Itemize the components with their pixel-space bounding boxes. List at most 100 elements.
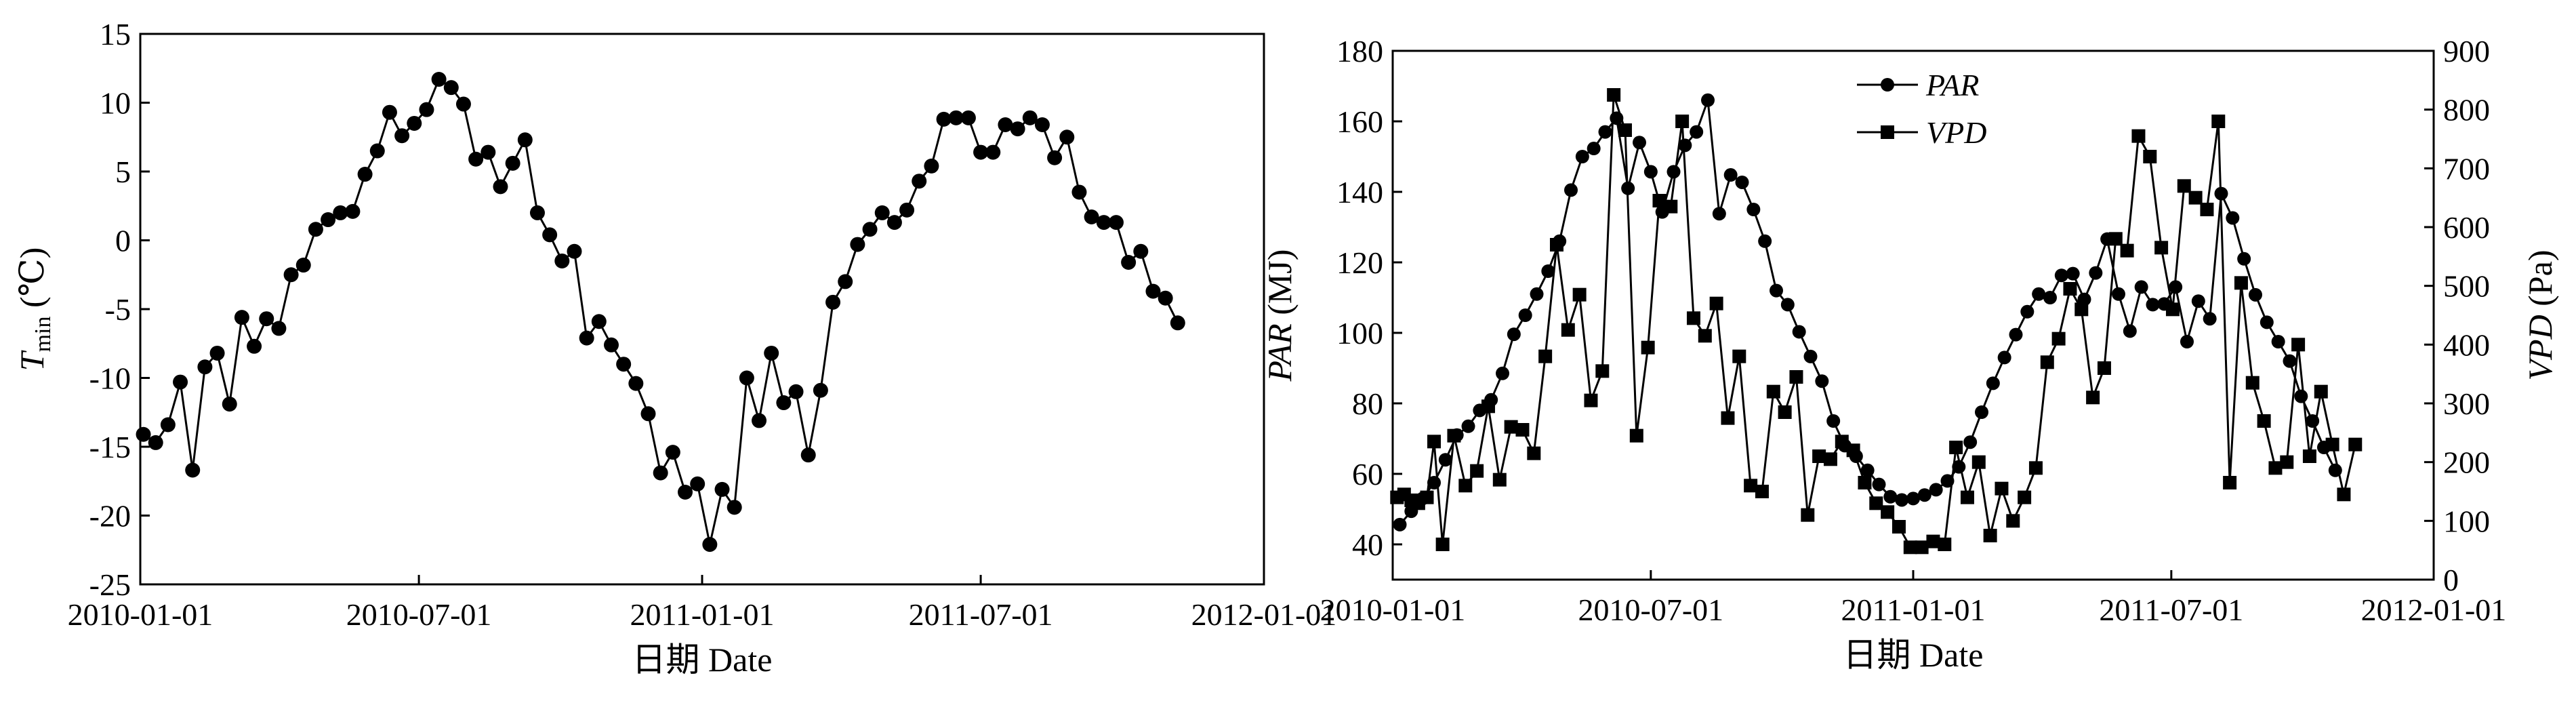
series-vpd-point-29 [1698,329,1712,343]
y-right-tick-label-1-3: 300 [2443,386,2490,421]
tmin-series-0-point-37 [591,314,607,329]
y-left-tick-label-1-0: 40 [1352,527,1383,562]
series-vpd-point-45 [1881,505,1895,519]
tmin-series-0-point-59 [862,222,878,237]
tmin-series-0-point-46 [702,537,718,553]
tmin-series-0-point-18 [357,167,373,182]
series-vpd-point-67 [2131,129,2146,143]
series-vpd-point-4 [1420,490,1434,504]
series-par-point-47 [1929,483,1943,497]
tmin-series-0-point-67 [960,110,976,125]
tmin-series-0-point-81 [1133,243,1149,259]
tmin-series-0-point-62 [899,202,915,218]
series-par-point-58 [2054,268,2068,283]
y-left-tick-label-1-7: 180 [1336,34,1383,68]
y-axis-title-subscript: min [30,317,56,353]
y-right-tick-label-1-5: 500 [2443,269,2490,304]
series-vpd-point-63 [2086,390,2100,405]
y-right-tick-label-1-8: 800 [2443,93,2490,127]
tmin-series-0-point-21 [394,128,410,144]
tmin-series-0-point-66 [948,110,964,125]
series-par-point-25 [1678,138,1692,153]
series-par-point-29 [1723,168,1738,182]
series-vpd-point-65 [2108,232,2123,246]
tmin-series-0-point-74 [1047,150,1063,165]
series-par-point-65 [2134,280,2148,294]
tmin-series-0-point-55 [813,382,828,398]
x-tick-label-1-0: 2010-01-01 [1320,592,1466,627]
tmin-series-0-point-14 [308,222,323,237]
tmin-series-0-point-17 [345,203,361,219]
tmin-series-0-point-39 [616,357,632,372]
y-axis-title-vpd: VPD (Pa) [2521,249,2559,380]
tmin-series-0-point-82 [1145,283,1161,299]
tmin-series-0-point-68 [973,144,989,160]
tmin-series-0-point-63 [912,174,927,189]
tmin-series-0-point-28 [481,144,496,160]
tmin-series-0-point-23 [419,102,434,117]
series-par-point-75 [2248,287,2262,302]
series-vpd-point-27 [1675,115,1690,128]
series-par-point-79 [2294,389,2308,403]
tmin-series-0-point-26 [455,96,471,112]
tmin-series-0-point-44 [678,484,693,500]
y-tick-label-0-0: -25 [89,567,131,602]
y-axis-title-vpd-unit: (Pa) [2521,249,2559,315]
tmin-series-0-point-15 [321,212,336,228]
series-par-point-50 [1963,435,1978,449]
x-tick-label-1-2: 2011-01-01 [1841,592,1986,627]
series-par-point-77 [2271,335,2285,348]
series-par-point-54 [2009,327,2023,342]
series-vpd-point-86 [2348,437,2363,451]
chart-par-vpd: 2010-01-01 2010-07-01 2011-01-01 2011-07-01… [1261,34,2559,674]
series-par-point-56 [2032,287,2046,301]
series-par-point-53 [1997,350,2011,365]
tmin-series-0-point-29 [493,179,508,195]
series-par-point-71 [2203,312,2217,326]
series-par-line [1399,100,2337,525]
series-par-point-76 [2260,315,2274,329]
series-vpd-point-54 [1983,529,1997,542]
tmin-series-0-point-20 [382,104,397,120]
tmin-series-0-point-32 [529,205,545,220]
series-vpd-point-17 [1561,323,1575,337]
series-par-point-69 [2180,335,2194,348]
series-vpd-point-14 [1527,446,1541,460]
series-vpd-point-57 [2018,490,2032,504]
tmin-series-0-point-25 [443,80,459,96]
series-vpd-point-16 [1549,238,1563,252]
series-vpd-point-46 [1892,520,1906,534]
legend: PAR VPD [1857,68,1986,150]
tmin-series-0-point-38 [603,337,619,353]
tmin-series-0-point-54 [800,447,816,463]
tmin-series-0-point-3 [173,374,188,390]
tmin-series-0-point-51 [764,345,779,361]
series-vpd-point-40 [1823,452,1837,466]
tmin-series-0-point-72 [1022,110,1038,125]
tmin-series-0-point-10 [259,311,274,327]
series-vpd-point-38 [1801,508,1815,522]
series-vpd-point-42 [1846,443,1860,458]
series-vpd-point-12 [1504,420,1518,434]
tmin-series-0-point-8 [234,310,249,325]
series-vpd-point-11 [1492,473,1507,487]
series-vpd-point-80 [2280,455,2294,469]
series-vpd-point-13 [1515,423,1530,437]
y-axis-title-vpd-symbol: VPD [2521,315,2559,380]
series-par-point-61 [2089,266,2103,280]
x-tick-label-1-1: 2010-07-01 [1578,592,1724,627]
tmin-series-0-point-73 [1034,117,1050,132]
series-par-point-26 [1690,125,1704,139]
series-par-point-31 [1746,203,1761,216]
series-par-point-13 [1541,264,1555,278]
series-vpd-point-77 [2245,376,2260,390]
series-par-point-37 [1815,374,1829,388]
series-vpd-point-60 [2051,332,2066,346]
tmin-series-0-point-41 [640,406,656,422]
series-vpd-point-84 [2325,437,2339,451]
series-vpd-point-23 [1629,428,1643,443]
series-par-point-70 [2191,294,2205,308]
series-par-point-34 [1780,298,1795,312]
series-vpd-point-41 [1835,435,1849,449]
series-vpd-point-82 [2302,449,2316,463]
